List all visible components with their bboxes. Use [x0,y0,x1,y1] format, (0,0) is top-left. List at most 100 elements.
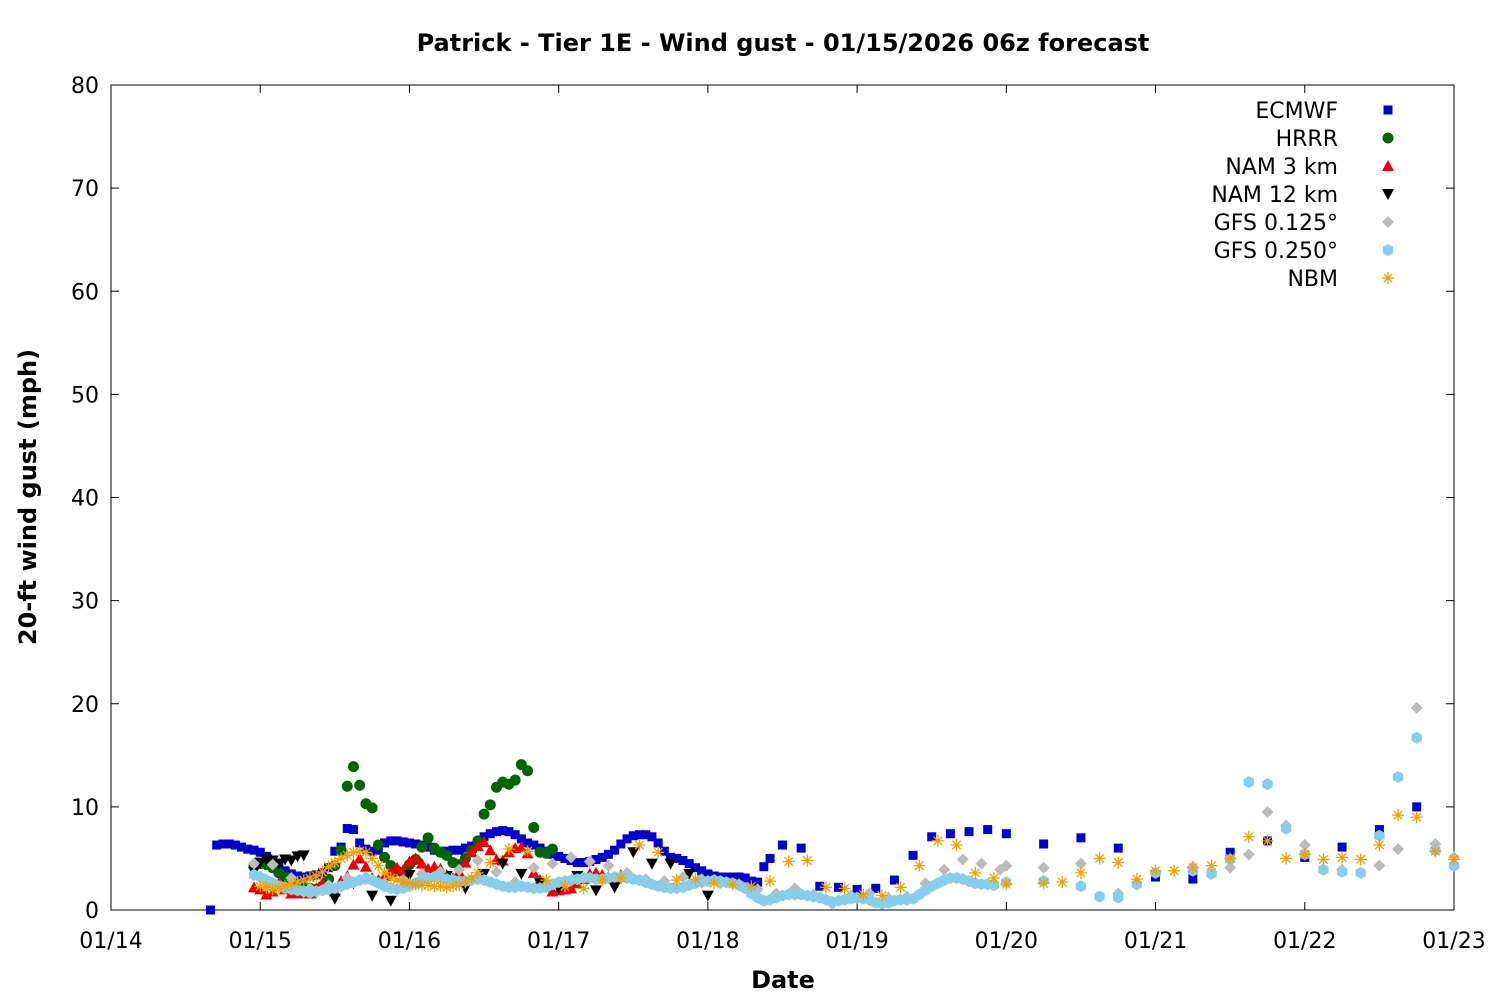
data-point [446,880,459,893]
data-point [392,836,402,846]
data-point [1392,843,1405,856]
data-point [820,881,833,894]
data-point [560,853,570,863]
data-point [522,765,534,777]
data-point [347,846,360,859]
plot-border [110,84,1455,911]
x-tick-label: 01/15 [229,929,292,954]
data-point [490,865,503,878]
data-point [945,829,955,839]
data-point [409,852,422,864]
data-point [1261,834,1274,847]
x-tick-label: 01/16 [378,929,441,954]
data-point [670,874,683,887]
data-point [422,879,435,892]
data-point [1448,853,1460,866]
data-point [1094,890,1105,903]
data-point [459,856,472,868]
data-point [1039,839,1049,849]
data-point [478,835,491,847]
x-axis-label: Date [751,966,815,994]
data-point [249,845,259,855]
x-tick-label: 01/22 [1273,929,1336,954]
data-point [1130,873,1143,886]
data-point [653,838,663,848]
data-point [546,843,558,855]
data-point [386,836,396,846]
data-point [927,832,937,842]
data-point [1410,701,1423,714]
y-tick-label: 0 [85,899,99,924]
data-point [485,829,495,839]
data-point [272,858,285,870]
data-point [266,883,279,896]
x-tick-label: 01/17 [527,929,590,954]
data-point [453,879,466,892]
data-point [459,876,472,889]
data-point [672,853,682,863]
data-point [838,882,851,895]
data-point [678,856,688,865]
data-point [478,808,490,820]
data-point [540,874,553,887]
data-point [1392,771,1404,783]
data-point [230,840,240,850]
data-point [272,882,285,895]
data-point [1280,852,1293,865]
data-point [409,878,422,891]
data-point [297,850,310,862]
data-point [683,868,696,880]
data-point [889,875,899,885]
data-point [833,882,843,892]
data-point [354,779,366,791]
data-point [1337,842,1347,852]
y-tick-label: 70 [71,177,99,202]
data-point [516,834,526,844]
data-point [1374,829,1385,842]
data-point [1354,853,1367,866]
data-point [703,869,713,879]
data-point [471,840,484,852]
data-point [243,844,253,854]
legend-marker [1382,132,1394,144]
data-point [248,857,261,870]
legend-label: GFS 0.250° [1214,239,1338,264]
data-point [1242,830,1255,843]
data-point [367,846,377,856]
x-tick-label: 01/19 [825,929,888,954]
data-point [1074,857,1087,870]
data-point [285,878,298,891]
data-point [614,872,627,885]
data-point [701,890,714,902]
data-point [1074,866,1087,879]
data-point [403,877,416,890]
data-point [454,845,464,855]
data-point [527,861,540,874]
data-point [391,874,404,887]
data-point [572,858,582,868]
data-point [415,879,428,892]
data-point [404,838,414,848]
data-point [496,858,509,870]
data-point [328,856,341,869]
data-point [366,852,379,865]
data-point [347,858,360,870]
plot-area [110,84,1455,911]
data-point [484,844,497,856]
data-point [1188,874,1198,884]
data-point [647,832,657,842]
data-point [1113,891,1124,904]
data-point [323,873,335,885]
data-point [372,859,385,872]
data-point [1411,731,1422,744]
data-point [641,830,651,840]
data-point [205,905,215,915]
data-point [759,862,769,872]
data-point [285,855,298,867]
data-point [740,873,750,883]
data-point [384,895,397,907]
data-point [579,858,589,868]
data-point [764,875,777,888]
data-point [484,856,497,869]
data-point [266,858,279,871]
